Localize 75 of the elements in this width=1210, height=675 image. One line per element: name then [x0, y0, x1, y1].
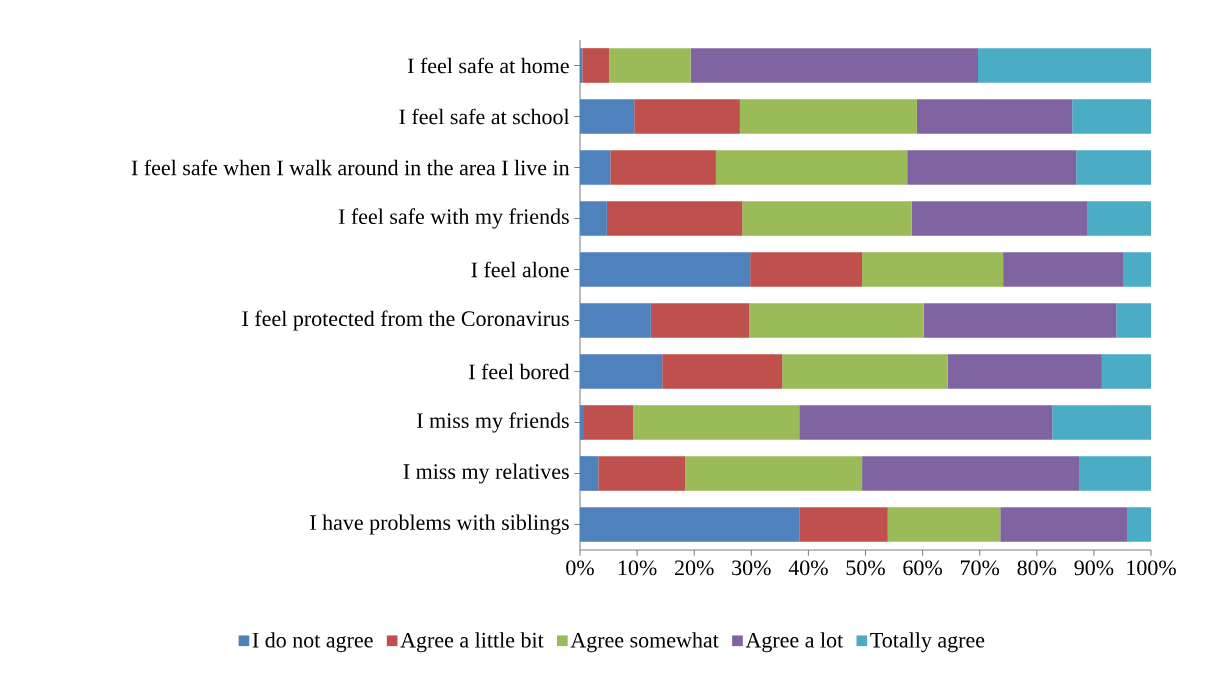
- bar: [609, 48, 691, 83]
- bar: [580, 507, 800, 542]
- bar: [1087, 201, 1152, 236]
- y-tick-label: I feel safe with my friends: [338, 208, 569, 229]
- y-tick-label: I feel safe at home: [407, 57, 569, 74]
- bar: [862, 456, 1080, 491]
- bar: [742, 201, 912, 236]
- legend-label: Agree a little bit: [400, 632, 544, 653]
- x-tick-label: 0%: [566, 560, 594, 576]
- bar: [580, 150, 611, 185]
- bar: [715, 150, 908, 185]
- bar: [799, 405, 1053, 440]
- bar: [580, 354, 663, 389]
- bar: [598, 456, 686, 491]
- bar: [606, 201, 743, 236]
- x-tick-label: 50%: [846, 560, 885, 576]
- bar: [1076, 150, 1152, 185]
- y-tick-label: I feel safe at school: [399, 108, 570, 125]
- x-tick-label: 80%: [1017, 560, 1057, 576]
- bar: [1116, 303, 1152, 338]
- bar: [582, 48, 610, 83]
- bar: [650, 303, 750, 338]
- bar: [662, 354, 783, 389]
- bar: [1003, 252, 1124, 287]
- x-tick-label: 20%: [675, 560, 714, 576]
- bar: [580, 201, 607, 236]
- bar: [580, 456, 599, 491]
- bar: [580, 303, 651, 338]
- bar: [923, 303, 1117, 338]
- legend-label: Agree somewhat: [570, 632, 719, 653]
- bar: [633, 405, 800, 440]
- y-tick-label: I miss my friends: [417, 412, 569, 433]
- bar: [1079, 456, 1152, 491]
- bar: [1052, 405, 1152, 440]
- bar: [580, 405, 584, 440]
- bar: [977, 48, 1152, 83]
- x-tick-label: 90%: [1074, 560, 1114, 576]
- x-tick-label: 60%: [903, 560, 943, 576]
- x-tick-label: 30%: [732, 560, 771, 576]
- bar: [1123, 252, 1152, 287]
- bar: [749, 303, 924, 338]
- bar: [887, 507, 1001, 542]
- bar: [916, 99, 1073, 134]
- bar: [947, 354, 1102, 389]
- bar: [750, 252, 863, 287]
- bar: [911, 201, 1088, 236]
- bar: [580, 99, 635, 134]
- bar: [580, 252, 751, 287]
- bar: [782, 354, 948, 389]
- bar: [907, 150, 1077, 185]
- legend-label: I do not agree: [252, 632, 373, 653]
- legend-label: Agree a lot: [745, 632, 844, 653]
- bar: [1072, 99, 1152, 134]
- y-tick-label: I feel safe when I walk around in the area I live in: [131, 159, 570, 176]
- y-tick-label: I feel alone: [471, 261, 569, 278]
- x-tick-label: 70%: [960, 560, 1000, 576]
- y-tick-label: I feel bored: [469, 363, 570, 380]
- bar: [862, 252, 1004, 287]
- bar: [1000, 507, 1128, 542]
- bar: [610, 150, 716, 185]
- x-tick-label: 40%: [788, 560, 828, 576]
- x-tick-label: 10%: [618, 560, 657, 576]
- bar: [739, 99, 917, 134]
- bar: [690, 48, 978, 83]
- bar: [1101, 354, 1152, 389]
- bar: [584, 405, 634, 440]
- y-tick-label: I have problems with siblings: [310, 514, 569, 535]
- bar: [634, 99, 740, 134]
- bar: [685, 456, 863, 491]
- y-tick-label: I feel protected from the Coronavirus: [242, 310, 569, 331]
- bar: [1127, 507, 1152, 542]
- y-tick-label: I miss my relatives: [403, 463, 569, 484]
- legend-label: Totally agree: [870, 632, 985, 653]
- bar: [799, 507, 888, 542]
- x-tick-label: 100%: [1127, 560, 1176, 576]
